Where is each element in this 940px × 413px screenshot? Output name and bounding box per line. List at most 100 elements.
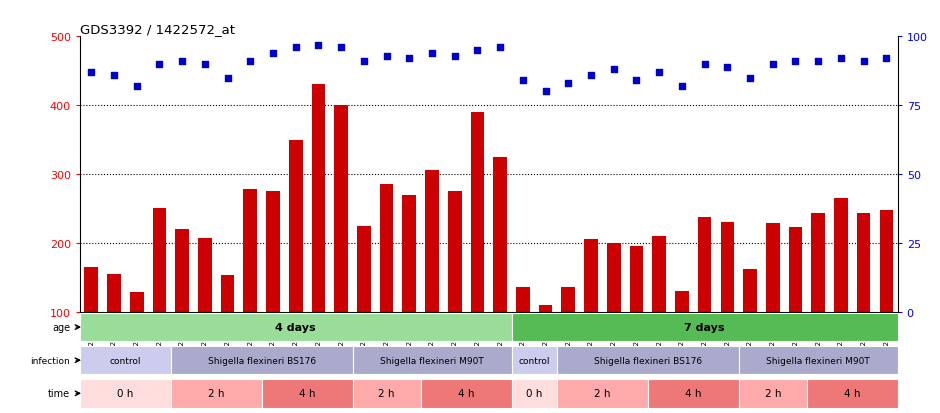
Point (311, 42, 326, 49)
Bar (675, 291, 689, 380)
Text: 2 h: 2 h (594, 388, 611, 399)
Bar (447, 192, 462, 380)
Bar (243, 190, 257, 380)
Bar (511, 346, 556, 375)
Point (129, 83, 144, 90)
Text: 4 h: 4 h (458, 388, 475, 399)
Point (697, 61, 713, 68)
Text: 2 h: 2 h (764, 388, 781, 399)
Bar (198, 238, 212, 380)
Bar (221, 275, 234, 380)
Text: 0 h: 0 h (526, 388, 542, 399)
Point (584, 72, 599, 79)
Bar (766, 224, 779, 380)
Text: Shigella flexineri M90T: Shigella flexineri M90T (766, 356, 870, 365)
Point (674, 83, 689, 90)
Bar (289, 140, 303, 380)
Point (289, 45, 304, 52)
Bar (352, 379, 421, 408)
Bar (261, 379, 352, 408)
Bar (511, 379, 556, 408)
Point (651, 69, 666, 76)
Text: control: control (519, 356, 550, 365)
Text: GDS3392 / 1422572_at: GDS3392 / 1422572_at (80, 23, 235, 36)
Bar (516, 288, 530, 380)
Text: time: time (48, 388, 70, 399)
Point (334, 45, 349, 52)
Bar (402, 195, 416, 380)
Point (243, 59, 258, 65)
Bar (556, 379, 648, 408)
Bar (648, 379, 739, 408)
Bar (352, 346, 511, 375)
Bar (171, 379, 261, 408)
Bar (107, 274, 120, 380)
Point (265, 50, 280, 57)
Bar (880, 210, 893, 380)
Bar (744, 269, 757, 380)
Point (629, 78, 644, 84)
Bar (811, 214, 825, 380)
Bar (80, 313, 511, 342)
Bar (85, 267, 98, 380)
Point (765, 61, 780, 68)
Text: control: control (110, 356, 141, 365)
Point (106, 72, 121, 79)
Bar (425, 171, 439, 380)
Bar (80, 379, 171, 408)
Bar (511, 313, 898, 342)
Point (447, 53, 462, 60)
Point (720, 64, 735, 71)
Text: 4 h: 4 h (685, 388, 701, 399)
Point (879, 56, 894, 62)
Bar (720, 223, 734, 380)
Bar (857, 214, 870, 380)
Point (810, 59, 825, 65)
Point (84, 69, 99, 76)
Text: 2 h: 2 h (208, 388, 225, 399)
Bar (130, 292, 144, 380)
Bar (471, 113, 484, 380)
Bar (266, 192, 280, 380)
Point (856, 59, 871, 65)
Point (743, 75, 758, 82)
Bar (171, 346, 352, 375)
Text: 7 days: 7 days (684, 322, 725, 332)
Text: 4 days: 4 days (275, 322, 316, 332)
Bar (584, 240, 598, 380)
Text: age: age (52, 322, 70, 332)
Bar (80, 346, 171, 375)
Bar (739, 346, 898, 375)
Bar (311, 85, 325, 380)
Point (834, 56, 849, 62)
Point (470, 47, 485, 54)
Bar (152, 209, 166, 380)
Bar (175, 230, 189, 380)
Bar (556, 346, 739, 375)
Bar (607, 243, 620, 380)
Point (197, 61, 212, 68)
Point (493, 45, 508, 52)
Bar (807, 379, 898, 408)
Point (379, 53, 394, 60)
Text: Shigella flexineri BS176: Shigella flexineri BS176 (208, 356, 316, 365)
Text: 0 h: 0 h (118, 388, 133, 399)
Text: 4 h: 4 h (844, 388, 860, 399)
Bar (561, 288, 575, 380)
Bar (357, 226, 370, 380)
Text: 2 h: 2 h (378, 388, 395, 399)
Bar (739, 379, 807, 408)
Point (220, 75, 235, 82)
Bar (697, 217, 712, 380)
Point (515, 78, 530, 84)
Point (538, 89, 553, 95)
Bar (789, 228, 802, 380)
Point (356, 59, 371, 65)
Text: Shigella flexineri M90T: Shigella flexineri M90T (380, 356, 484, 365)
Text: infection: infection (30, 356, 70, 365)
Point (152, 61, 167, 68)
Bar (380, 185, 393, 380)
Point (606, 67, 621, 74)
Bar (652, 236, 666, 380)
Bar (494, 157, 507, 380)
